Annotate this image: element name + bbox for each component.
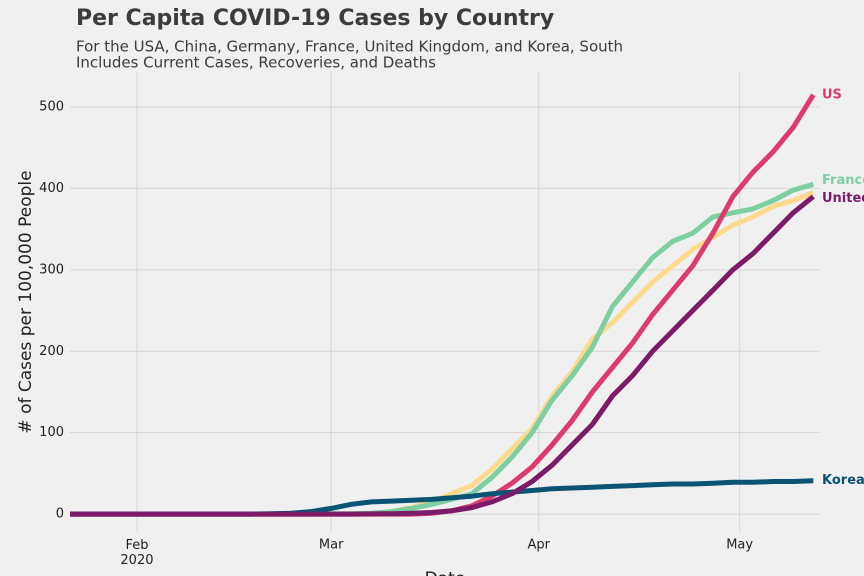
x-tick-label: Mar (319, 538, 344, 553)
series-line (70, 478, 814, 517)
series-label: Korea, South (822, 473, 864, 488)
x-tick-label: Apr (528, 538, 551, 553)
y-tick-label: 200 (39, 344, 64, 359)
x-axis-label: Date (425, 569, 466, 576)
x-tick-label: Feb 2020 (120, 538, 153, 568)
y-tick-label: 0 (56, 507, 64, 522)
y-tick-label: 100 (39, 425, 64, 440)
series-label: France (822, 173, 864, 188)
y-tick-label: 400 (39, 181, 64, 196)
series-line (70, 190, 815, 517)
y-axis-label: # of Cases per 100,000 People (16, 170, 36, 433)
chart-subtitle: For the USA, China, Germany, France, Uni… (76, 38, 623, 56)
y-tick-label: 500 (39, 100, 64, 115)
series-line (70, 194, 815, 517)
series-label: United Kingdom (822, 191, 864, 206)
chart-subtitle: Includes Current Cases, Recoveries, and … (76, 54, 436, 72)
series-line (70, 181, 814, 517)
x-tick-label: May (726, 538, 753, 553)
series-label: US (822, 87, 842, 102)
chart-title: Per Capita COVID-19 Cases by Country (76, 6, 554, 31)
y-tick-label: 300 (39, 262, 64, 277)
